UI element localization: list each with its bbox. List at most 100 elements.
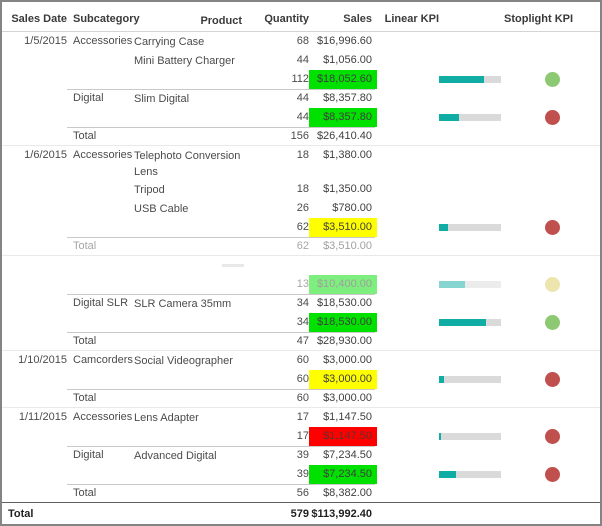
sales-cell: $3,000.00 [309, 370, 377, 389]
product-cell: Mini Battery Charger [134, 55, 235, 67]
sales-cell: $113,992.40 [311, 508, 372, 520]
kpi-bar-fill [439, 114, 459, 121]
quantity-cell: 156 [290, 130, 309, 142]
kpi-bar-track [439, 114, 501, 121]
stoplight-dot-green [544, 315, 560, 330]
table-row: Digital SLR SLR Camera 35mm 34 $18,530.00 [2, 294, 600, 313]
column-header-subcategory: Subcategory [73, 13, 140, 25]
sales-cell: $1,380.00 [323, 149, 372, 161]
sales-cell: $8,382.00 [323, 487, 372, 499]
sales-cell: $18,530.00 [309, 313, 377, 332]
quantity-cell: 17 [296, 430, 309, 442]
table-row: 1/10/2015 Camcorders Social Videographer 60… [2, 351, 600, 370]
linear-kpi-cell [377, 218, 504, 231]
table-row [2, 256, 600, 275]
product-cell: SLR Camera 35mm [134, 298, 232, 310]
product-cell: Social Videographer [134, 355, 233, 367]
product-cell: Carrying Case [134, 36, 205, 48]
sales-cell: $3,510.00 [309, 218, 377, 237]
table-row: 1/6/2015 Accessories Telephoto Conversion … [2, 146, 600, 180]
row-separator [67, 389, 375, 390]
stoplight-dot-yellow [544, 277, 560, 292]
linear-kpi-cell [377, 275, 504, 288]
subcategory-cell: Digital [73, 92, 104, 104]
product-cell [132, 275, 254, 277]
subcategory-cell: Accessories [73, 411, 133, 423]
stoplight-kpi-cell [504, 370, 600, 387]
table-row: Digital Advanced Digital 39 $7,234.50 [2, 446, 600, 465]
sales-cell: $1,147.50 [323, 411, 372, 423]
kpi-bar-track [439, 281, 501, 288]
table-row: USB Cable 26 $780.00 [2, 199, 600, 218]
subcategory-cell: Total [73, 240, 97, 252]
table-header-row: Sales Date Subcategory Product Quantity … [2, 2, 600, 32]
sales-cell: $1,056.00 [323, 54, 372, 66]
subcategory-cell: Camcorders [73, 354, 133, 366]
kpi-bar-track [439, 471, 501, 478]
quantity-cell: 62 [296, 240, 309, 252]
product-cell: Lens Adapter [134, 412, 199, 424]
column-header-linear-kpi: Linear KPI [384, 13, 439, 25]
quantity-cell: 17 [296, 411, 309, 423]
sales-cell: $10,400.00 [309, 275, 377, 294]
kpi-bar-track [439, 433, 501, 440]
sales-cell: $3,000.00 [323, 392, 372, 404]
table-row: Mini Battery Charger 44 $1,056.00 [2, 51, 600, 70]
stoplight-kpi-cell [504, 275, 600, 292]
row-separator [67, 294, 375, 295]
table-row: Total 156 $26,410.40 [2, 127, 600, 146]
product-cell [132, 465, 254, 467]
table-row: 44 $8,357.80 [2, 108, 600, 127]
product-cell: USB Cable [134, 203, 189, 215]
sales-cell [309, 256, 377, 275]
linear-kpi-cell [377, 313, 504, 326]
quantity-cell: 56 [296, 487, 309, 499]
row-separator [67, 89, 375, 90]
sales-cell: $8,357.80 [309, 108, 377, 127]
kpi-bar-fill [439, 376, 444, 383]
ghost-artifact [222, 264, 244, 267]
quantity-cell: 26 [296, 202, 309, 214]
table-row: Total 47 $28,930.00 [2, 332, 600, 351]
quantity-cell: 62 [296, 221, 309, 233]
column-header-product: Product [200, 15, 242, 27]
stoplight-kpi-cell [504, 313, 600, 330]
stoplight-dot-red [544, 220, 560, 235]
row-separator [67, 332, 375, 333]
quantity-cell: 60 [296, 373, 309, 385]
stoplight-kpi-cell [504, 427, 600, 444]
column-header-stoplight-kpi: Stoplight KPI [504, 13, 574, 25]
sales-date-cell: 1/11/2015 [18, 411, 67, 423]
table-body: 1/5/2015 Accessories Carrying Case 68 $16,99… [2, 32, 600, 524]
product-cell [132, 427, 254, 429]
product-cell: Advanced Digital [134, 450, 217, 462]
sales-cell: $3,510.00 [323, 240, 372, 252]
kpi-bar-track [439, 319, 501, 326]
sales-cell: $780.00 [332, 202, 372, 214]
subcategory-cell: Accessories [73, 35, 133, 47]
quantity-cell: 34 [296, 297, 309, 309]
subcategory-cell: Digital [73, 449, 104, 461]
row-separator [67, 237, 375, 238]
table-row: 112 $18,052.60 [2, 70, 600, 89]
product-cell [132, 218, 254, 220]
kpi-bar-fill [439, 224, 448, 231]
quantity-cell: 44 [296, 92, 309, 104]
sales-date-cell: Total [8, 508, 34, 520]
product-cell [132, 370, 254, 372]
subcategory-cell: Accessories [73, 149, 133, 161]
quantity-cell: 44 [296, 54, 309, 66]
quantity-cell: 13 [296, 278, 309, 290]
product-cell [132, 70, 254, 72]
subcategory-cell: Digital SLR [73, 297, 129, 309]
kpi-bar-fill [439, 433, 441, 440]
stoplight-dot-green [544, 72, 560, 87]
subcategory-cell: Total [73, 335, 97, 347]
table-row: Digital Slim Digital 44 $8,357.80 [2, 89, 600, 108]
product-cell: Slim Digital [134, 93, 190, 105]
quantity-cell: 112 [291, 73, 309, 85]
row-separator [67, 446, 375, 447]
table-row: 34 $18,530.00 [2, 313, 600, 332]
table-row: Total 60 $3,000.00 [2, 389, 600, 408]
